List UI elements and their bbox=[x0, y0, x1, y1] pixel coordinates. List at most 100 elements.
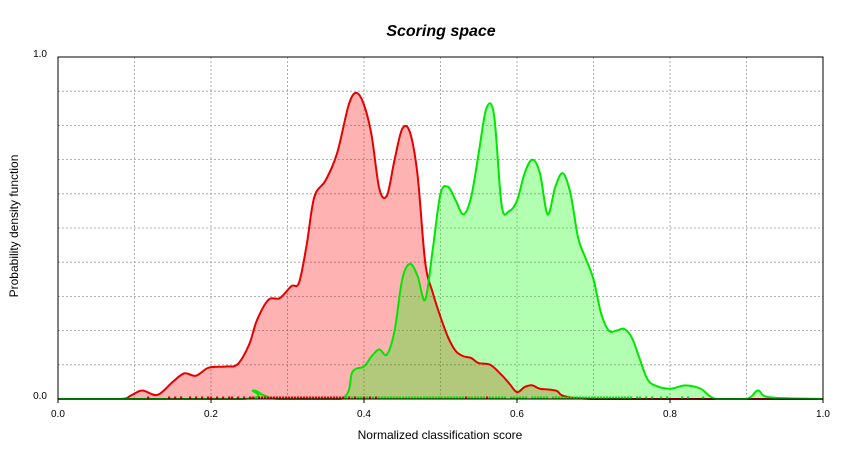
rug-marker-s1-47 bbox=[504, 396, 507, 399]
rug-marker-s1-65 bbox=[567, 396, 570, 399]
rug-marker-s0-16 bbox=[252, 396, 255, 399]
rug-marker-s1-58 bbox=[543, 396, 546, 399]
rug-marker-s0-35 bbox=[309, 396, 312, 399]
rug-marker-s1-93 bbox=[681, 396, 684, 399]
rug-marker-s1-15 bbox=[402, 396, 405, 399]
rug-marker-s1-25 bbox=[432, 396, 435, 399]
rug-marker-s1-36 bbox=[468, 396, 471, 399]
rug-marker-s1-28 bbox=[441, 396, 444, 399]
rug-marker-s0-25 bbox=[279, 396, 282, 399]
rug-marker-s0-7 bbox=[207, 396, 210, 399]
rug-marker-s1-82 bbox=[618, 396, 621, 399]
rug-marker-s1-78 bbox=[606, 396, 609, 399]
rug-marker-s0-55 bbox=[369, 396, 372, 399]
rug-marker-s0-19 bbox=[261, 396, 264, 399]
rug-marker-s1-46 bbox=[501, 396, 504, 399]
rug-marker-s0-24 bbox=[276, 396, 279, 399]
y-axis-label: Probability density function bbox=[7, 155, 21, 298]
rug-marker-s0-18 bbox=[258, 396, 261, 399]
rug-marker-s1-80 bbox=[612, 396, 615, 399]
rug-marker-s0-38 bbox=[318, 396, 321, 399]
rug-marker-s1-52 bbox=[522, 396, 525, 399]
rug-marker-s1-23 bbox=[426, 396, 429, 399]
rug-marker-s1-2 bbox=[351, 396, 354, 399]
density-areas bbox=[58, 92, 823, 399]
rug-marker-s1-5 bbox=[366, 396, 369, 399]
rug-marker-s1-16 bbox=[405, 396, 408, 399]
rug-marker-s1-41 bbox=[483, 396, 486, 399]
rug-marker-s1-61 bbox=[555, 396, 558, 399]
rug-marker-s0-37 bbox=[315, 396, 318, 399]
rug-marker-s1-50 bbox=[516, 396, 519, 399]
rug-marker-s1-72 bbox=[588, 396, 591, 399]
rug-marker-s0-43 bbox=[333, 396, 336, 399]
rug-marker-s1-4 bbox=[360, 396, 363, 399]
rug-marker-s0-85 bbox=[486, 396, 489, 399]
rug-marker-s0-26 bbox=[282, 396, 285, 399]
rug-marker-s0-6 bbox=[201, 396, 204, 399]
rug-marker-s0-13 bbox=[237, 396, 240, 399]
rug-marker-s0-10 bbox=[222, 396, 225, 399]
series-0-area bbox=[58, 92, 823, 399]
rug-marker-s1-67 bbox=[573, 396, 576, 399]
grid bbox=[58, 57, 823, 399]
y-tick-label-0: 0.0 bbox=[33, 391, 47, 402]
rug-marker-s1-8 bbox=[381, 396, 384, 399]
rug-marker-s0-11 bbox=[228, 396, 231, 399]
rug-marker-s1-92 bbox=[666, 396, 669, 399]
rug-marker-s1-94 bbox=[687, 396, 690, 399]
rug-marker-s1-75 bbox=[597, 396, 600, 399]
rug-marker-s0-23 bbox=[273, 396, 276, 399]
rug-marker-s0-9 bbox=[216, 396, 219, 399]
rug-marker-s1-69 bbox=[579, 396, 582, 399]
rug-marker-s0-39 bbox=[321, 396, 324, 399]
rug-marker-s1-21 bbox=[420, 396, 423, 399]
rug-marker-s1-19 bbox=[414, 396, 417, 399]
rug-marker-s1-83 bbox=[621, 396, 624, 399]
axis-ticks: 0.0 0.2 0.4 0.6 0.8 1.0 0.0 1.0 bbox=[33, 49, 830, 420]
rug-marker-s1-95 bbox=[702, 396, 705, 399]
rug-marker-s1-20 bbox=[417, 396, 420, 399]
rug-marker-s1-43 bbox=[492, 396, 495, 399]
rug-marker-s1-56 bbox=[537, 396, 540, 399]
rug-marker-s0-4 bbox=[189, 396, 192, 399]
rug-marker-s0-34 bbox=[306, 396, 309, 399]
rug-marker-s0-48 bbox=[348, 396, 351, 399]
rug-marker-s1-85 bbox=[627, 396, 630, 399]
rug-marker-s1-1 bbox=[345, 396, 348, 399]
rug-marker-s1-18 bbox=[411, 396, 414, 399]
rug-marker-s1-73 bbox=[591, 396, 594, 399]
rug-marker-s0-3 bbox=[180, 396, 183, 399]
rug-marker-s0-2 bbox=[174, 396, 177, 399]
rug-marker-s1-70 bbox=[582, 396, 585, 399]
rug-marker-s1-17 bbox=[408, 396, 411, 399]
rug-marker-s0-53 bbox=[363, 396, 366, 399]
rug-marker-s1-35 bbox=[462, 396, 465, 399]
rug-marker-s0-21 bbox=[267, 396, 270, 399]
rug-marker-s1-62 bbox=[558, 396, 561, 399]
rug-marker-s1-77 bbox=[603, 396, 606, 399]
rug-marker-s1-27 bbox=[438, 396, 441, 399]
rug-marker-s1-42 bbox=[489, 396, 492, 399]
rug-marker-s1-29 bbox=[444, 396, 447, 399]
rug-marker-s1-53 bbox=[525, 396, 528, 399]
rug-marker-s0-50 bbox=[354, 396, 357, 399]
rug-marker-s1-24 bbox=[429, 396, 432, 399]
chart-title: Scoring space bbox=[386, 23, 495, 40]
rug-marker-s1-88 bbox=[639, 396, 642, 399]
rug-marker-s1-37 bbox=[471, 396, 474, 399]
rug-marker-s1-54 bbox=[531, 396, 534, 399]
rug-marker-s0-15 bbox=[249, 396, 252, 399]
rug-marker-s0-20 bbox=[264, 396, 267, 399]
rug-markers bbox=[147, 396, 705, 399]
rug-marker-s0-27 bbox=[285, 396, 288, 399]
rug-marker-s1-31 bbox=[450, 396, 453, 399]
rug-marker-s1-57 bbox=[540, 396, 543, 399]
x-axis-label: Normalized classification score bbox=[358, 428, 523, 442]
rug-marker-s1-66 bbox=[570, 396, 573, 399]
x-tick-label-1: 0.2 bbox=[204, 409, 218, 420]
rug-marker-s1-33 bbox=[456, 396, 459, 399]
rug-marker-s0-12 bbox=[231, 396, 234, 399]
rug-marker-s1-86 bbox=[630, 396, 633, 399]
